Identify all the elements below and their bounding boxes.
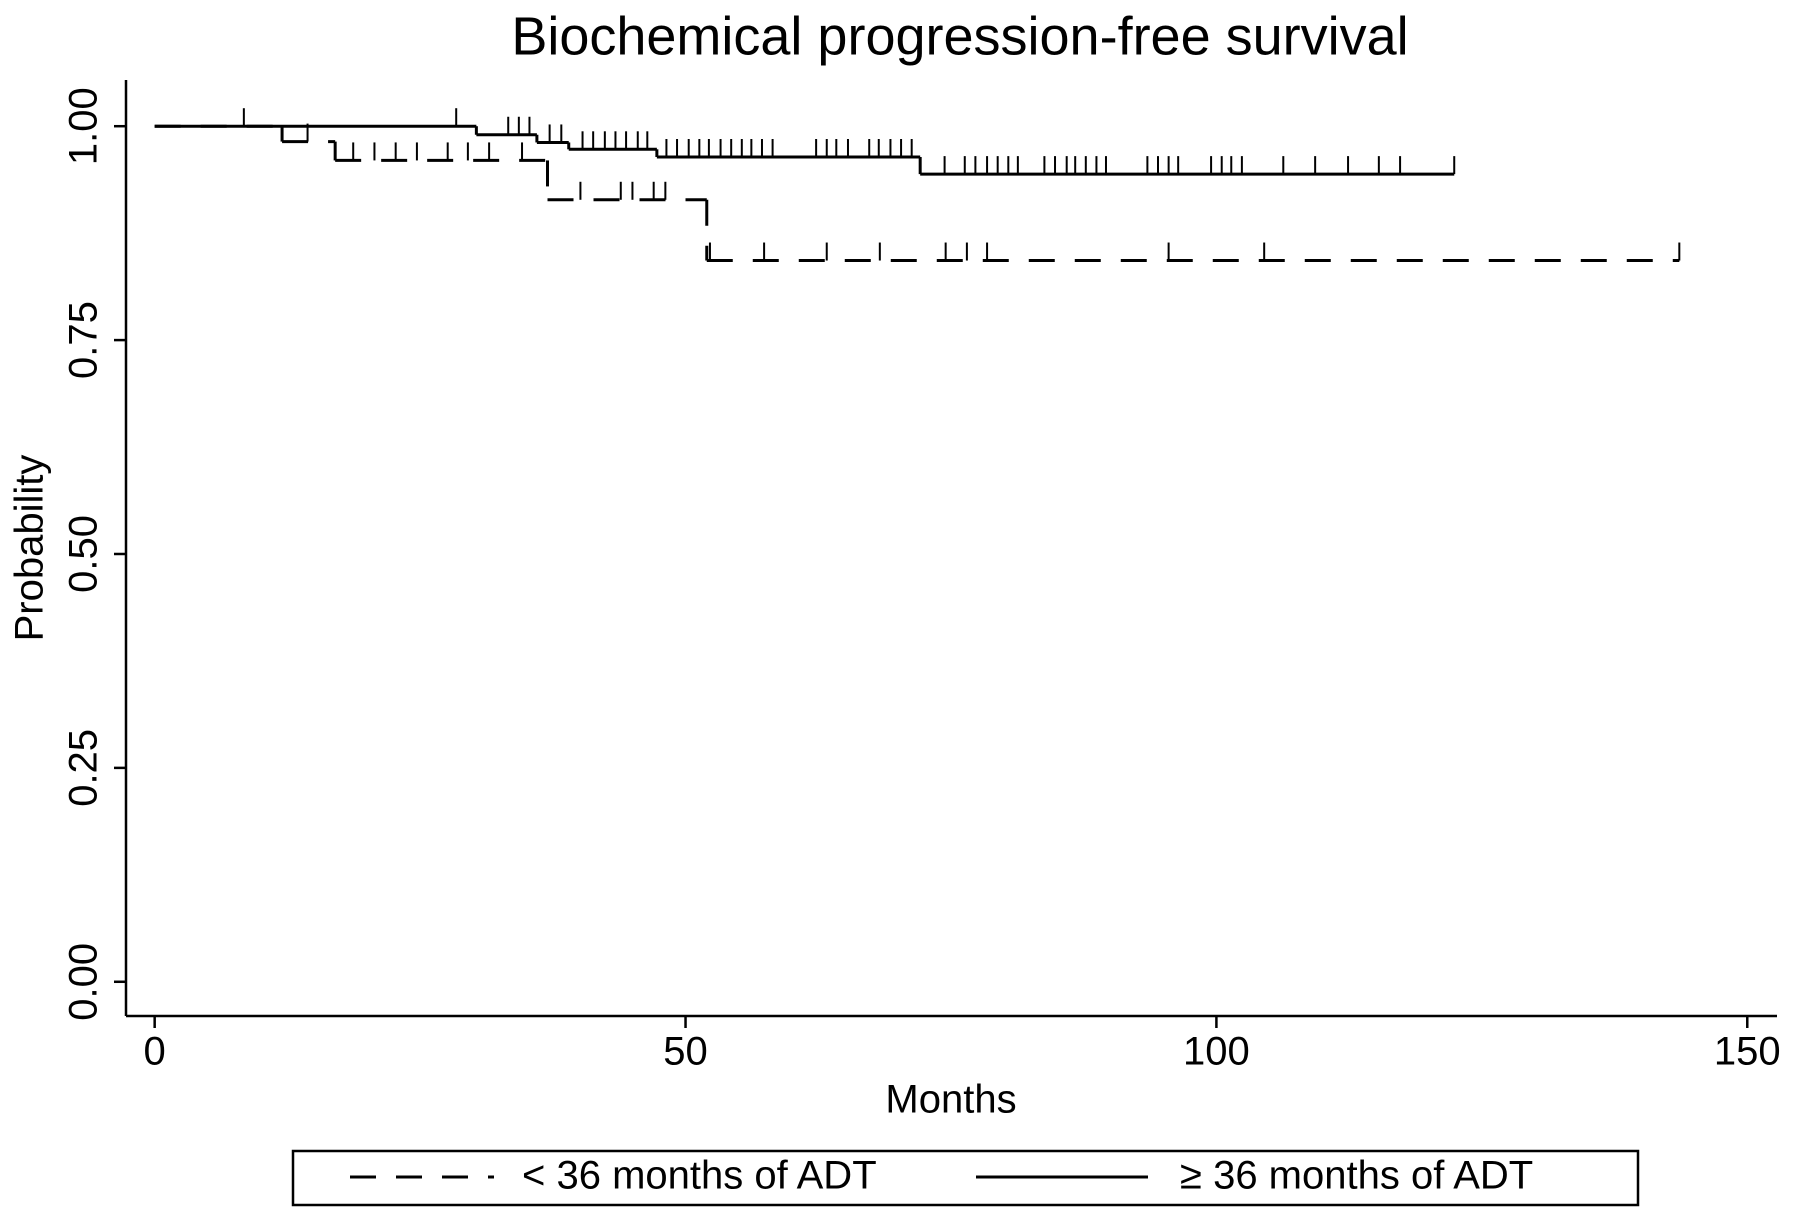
y-tick-label: 0.00: [62, 943, 106, 1021]
x-axis-label: Months: [885, 1078, 1016, 1122]
y-tick-label: 0.50: [62, 515, 106, 593]
x-tick-label: 50: [663, 1030, 708, 1074]
chart-title: Biochemical progression-free survival: [511, 6, 1408, 66]
y-tick-label: 1.00: [62, 87, 106, 165]
y-tick-label: 0.25: [62, 729, 106, 807]
x-tick-label: 150: [1714, 1030, 1781, 1074]
x-tick-label: 0: [144, 1030, 166, 1074]
y-tick-label: 0.75: [62, 301, 106, 379]
legend-label: ≥ 36 months of ADT: [1180, 1154, 1533, 1198]
legend-label: < 36 months of ADT: [522, 1154, 877, 1198]
x-tick-label: 100: [1183, 1030, 1250, 1074]
legend-box: [291, 1149, 1640, 1207]
y-axis-label: Probability: [8, 455, 52, 642]
